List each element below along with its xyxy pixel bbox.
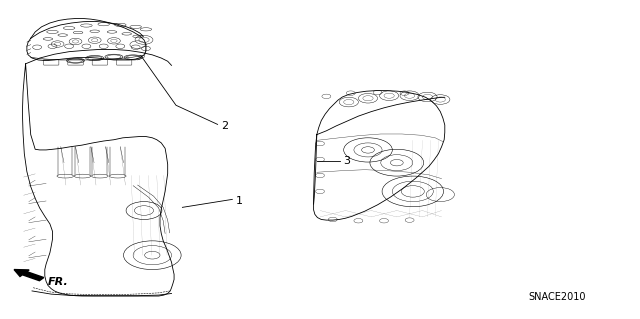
FancyArrow shape <box>14 270 44 281</box>
Text: 1: 1 <box>236 196 243 206</box>
Text: FR.: FR. <box>48 277 68 287</box>
Text: SNACE2010: SNACE2010 <box>528 292 586 302</box>
Text: 2: 2 <box>221 121 228 131</box>
Text: 3: 3 <box>344 156 351 166</box>
